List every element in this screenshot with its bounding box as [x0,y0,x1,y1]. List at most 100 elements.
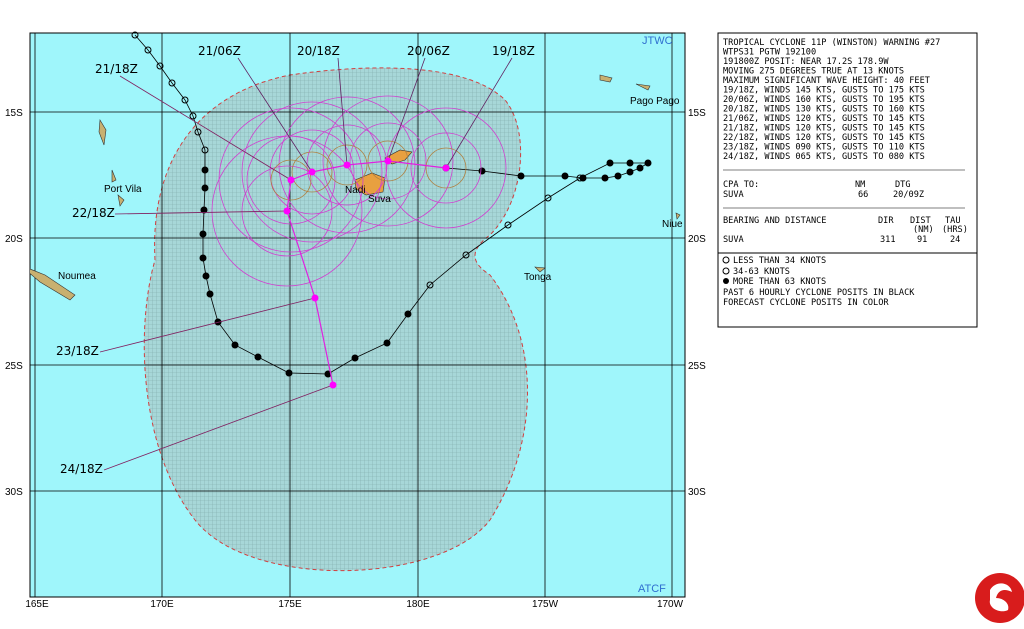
track-point [181,96,189,104]
wind-radius [367,140,409,182]
bearing-header: (HRS) [942,225,968,235]
place-label: Niue [662,219,683,230]
place-label: Pago Pago [630,96,680,107]
time-label: 23/18Z [56,344,99,358]
legend-text: LESS THAN 34 KNOTS 34-63 KNOTS MORE THAN… [723,256,915,308]
agency-label: ATCF [638,583,666,595]
lat-labels: 15S 20S 25S 30S 15S 20S 25S 30S [5,108,706,498]
warning-text: TROPICAL CYCLONE 11P (WINSTON) WARNING #… [723,38,940,162]
cpa-cell: 66 [858,190,868,200]
cpa-cell: 20/09Z [893,190,924,200]
forecast-point [283,207,291,215]
track-point [144,46,152,54]
forecast-point [308,168,316,176]
track-point [168,79,176,87]
warning-box [717,32,978,254]
track-point [156,62,164,70]
track-point [199,254,207,262]
lat-label: 30S [688,487,706,498]
lon-labels: 165E 170E 175E 180E 175W 170W [25,599,683,610]
track-point [199,230,207,238]
track-point [201,146,209,154]
forecast-point [287,176,295,184]
cpa-table: CPA TO: NM DTG SUVA 66 20/09Z BEARING AN… [723,180,968,245]
bearing-cell: 311 [880,235,896,245]
forecast-point [311,294,319,302]
legend-entry: FORECAST CYCLONE POSITS IN COLOR [723,298,889,308]
track-point [517,172,525,180]
track-point [478,167,486,175]
lon-label: 170E [150,599,174,610]
warning-line: TROPICAL CYCLONE 11P (WINSTON) WARNING #… [723,38,940,48]
forecast-track [99,57,513,471]
cpa-title: CPA TO: [723,180,759,190]
forecast-point [343,161,351,169]
label-leader [99,297,316,353]
wind-radius [241,101,383,243]
warning-line: WTPS31 PGTW 192100 [723,48,816,58]
bearing-cell: 91 [917,235,927,245]
lon-label: 180E [406,599,430,610]
lat-label: 20S [688,234,706,245]
track-point [201,184,209,192]
logo [975,573,1024,623]
lon-label: 175W [532,599,559,610]
track-point [285,369,293,377]
lon-label: 175E [278,599,302,610]
track-point [606,159,614,167]
bearing-header: (NM) [913,225,934,235]
legend-entry: MORE THAN 63 KNOTS [733,277,826,287]
place-label: Tonga [524,272,552,283]
forecast-point [329,381,337,389]
bearing-header: TAU [945,216,961,226]
warning-line: 20/18Z, WINDS 130 KTS, GUSTS TO 160 KTS [723,105,925,115]
warning-line: MOVING 275 DEGREES TRUE AT 13 KNOTS [723,67,904,77]
warning-line: 23/18Z, WINDS 090 KTS, GUSTS TO 110 KTS [723,143,925,153]
track-point [404,310,412,318]
label-leader [337,57,348,166]
lat-label: 25S [5,361,23,372]
track-point [254,353,262,361]
time-label: 20/06Z [407,44,450,58]
wind-radius [291,151,333,193]
legend-symbol [723,278,729,284]
lon-label: 170W [657,599,684,610]
bearing-title: BEARING AND DISTANCE [723,216,826,226]
wind-radius [211,135,363,287]
bearing-header: DIR [878,216,894,226]
track-point [462,251,470,259]
legend-symbol [722,256,730,264]
track-point [561,172,569,180]
agency-label: JTWC [642,35,673,47]
label-leader [237,57,313,173]
track-point [579,174,587,182]
warning-line: MAXIMUM SIGNIFICANT WAVE HEIGHT: 40 FEET [723,76,930,86]
wind-radius [410,132,482,204]
place-labels: Pago Pago Port Vila Nadi Suva Niue Tonga… [58,96,683,283]
time-label: 24/18Z [60,462,103,476]
wind-radius [269,129,355,215]
wind-radius [241,165,333,257]
track-point [201,166,209,174]
forecast-point [442,164,450,172]
danger-area [143,67,528,572]
legend-entry: PAST 6 HOURLY CYCLONE POSITS IN BLACK [723,288,915,298]
lat-label: 30S [5,487,23,498]
legend-entry: LESS THAN 34 KNOTS [733,256,826,266]
warning-line: 22/18Z, WINDS 120 KTS, GUSTS TO 145 KTS [723,133,925,143]
track-point [426,281,434,289]
wind-radius [322,95,454,227]
lat-label: 25S [688,361,706,372]
wind-radius [326,144,368,186]
track-point [614,172,622,180]
label-leader [387,57,426,162]
warning-line: 19/18Z, WINDS 145 KTS, GUSTS TO 175 KTS [723,86,925,96]
track-point [626,168,634,176]
bearing-header: DIST [910,216,931,226]
legend-box [717,252,978,328]
track-point [200,206,208,214]
legend-entry: 34-63 KNOTS [733,267,790,277]
track-line [134,34,650,375]
label-leader [114,210,288,215]
time-label: 19/18Z [492,44,535,58]
